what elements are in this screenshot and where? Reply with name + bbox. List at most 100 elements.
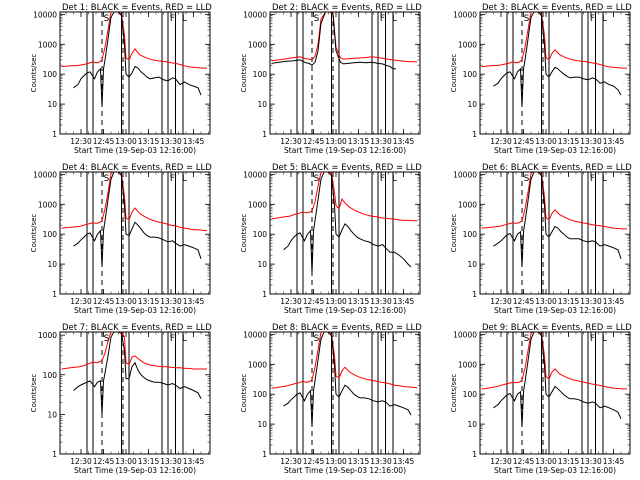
- y-tick-label: 10: [257, 420, 267, 429]
- x-tick-label: 13:45: [603, 137, 625, 146]
- y-tick-label: 10: [467, 260, 477, 269]
- phase-label: S: [104, 174, 110, 184]
- y-axis-label: Counts/sec: [450, 214, 458, 253]
- x-tick-label: 13:30: [580, 457, 602, 466]
- lld-series-line: [61, 172, 208, 232]
- y-tick-label: 1: [52, 450, 57, 459]
- y-tick-label: 10: [467, 100, 477, 109]
- y-tick-label: 100: [253, 70, 268, 79]
- x-tick-label: 13:00: [325, 457, 347, 466]
- x-axis-label: Start Time (19-Sep-03 12:16:00): [284, 306, 406, 315]
- events-series-line: [493, 12, 622, 108]
- x-tick-label: 13:45: [183, 137, 205, 146]
- x-tick-label: 13:45: [393, 457, 415, 466]
- lld-series-line: [271, 332, 418, 389]
- detector-panel-3: Det 3: BLACK = Events, RED = LLD 1 10 100 10…: [450, 3, 632, 155]
- phase-label: S: [314, 14, 320, 24]
- y-tick-label: 10: [257, 100, 267, 109]
- plot-frame: [269, 331, 421, 455]
- y-tick-label: 10: [467, 420, 477, 429]
- phase-label: L: [602, 14, 607, 24]
- y-tick-label: 1000: [38, 40, 57, 49]
- phase-label: F: [170, 14, 175, 24]
- phase-label: S: [104, 334, 110, 344]
- panel-title: Det 2: BLACK = Events, RED = LLD: [272, 3, 422, 13]
- y-tick-label: 1: [472, 290, 477, 299]
- phase-label: F: [590, 14, 595, 24]
- events-series-line: [73, 172, 202, 268]
- x-tick-label: 12:45: [513, 297, 535, 306]
- x-tick-label: 13:00: [325, 297, 347, 306]
- y-tick-label: 10: [47, 260, 57, 269]
- lld-series-line: [481, 332, 627, 390]
- y-tick-label: 1: [472, 130, 477, 139]
- phase-label: S: [524, 334, 530, 344]
- y-axis-label: Counts/sec: [240, 374, 248, 413]
- phase-label: F: [170, 334, 175, 344]
- phase-label: S: [314, 334, 320, 344]
- x-axis-label: Start Time (19-Sep-03 12:16:00): [74, 466, 196, 475]
- y-tick-label: 10: [47, 100, 57, 109]
- x-axis-label: Start Time (19-Sep-03 12:16:00): [284, 146, 406, 155]
- y-axis-label: Counts/sec: [30, 54, 38, 93]
- x-tick-label: 13:00: [325, 137, 347, 146]
- detector-panel-7: Det 7: BLACK = Events, RED = LLD 1 10 100 10…: [30, 323, 212, 475]
- x-tick-label: 13:00: [115, 457, 137, 466]
- y-tick-label: 10000: [33, 10, 57, 19]
- x-tick-label: 12:30: [280, 297, 302, 306]
- x-tick-label: 13:30: [160, 297, 182, 306]
- events-series-line: [283, 332, 412, 428]
- y-axis-label: Counts/sec: [450, 54, 458, 93]
- plot-frame: [59, 171, 211, 295]
- x-tick-label: 12:45: [93, 297, 115, 306]
- x-tick-label: 13:00: [115, 297, 137, 306]
- x-tick-label: 13:30: [580, 137, 602, 146]
- phase-label: F: [590, 334, 595, 344]
- y-tick-label: 1: [262, 130, 267, 139]
- y-tick-label: 10000: [453, 10, 477, 19]
- y-tick-label: 1000: [38, 200, 57, 209]
- x-tick-label: 12:45: [303, 137, 325, 146]
- y-tick-label: 10000: [243, 330, 267, 339]
- y-tick-label: 1000: [458, 40, 477, 49]
- plot-frame: [479, 11, 631, 135]
- x-tick-label: 13:15: [138, 457, 160, 466]
- y-tick-label: 10: [47, 410, 57, 419]
- events-series-line: [73, 12, 202, 108]
- x-tick-label: 13:45: [393, 297, 415, 306]
- y-tick-label: 1000: [248, 40, 267, 49]
- phase-label: L: [602, 174, 607, 184]
- x-tick-label: 12:30: [280, 137, 302, 146]
- x-axis-label: Start Time (19-Sep-03 12:16:00): [284, 466, 406, 475]
- lld-series-line: [271, 172, 418, 222]
- plot-frame: [269, 11, 421, 135]
- lld-series-line: [481, 12, 627, 69]
- y-axis-label: Counts/sec: [450, 374, 458, 413]
- y-tick-label: 100: [463, 230, 478, 239]
- y-tick-label: 100: [253, 390, 268, 399]
- x-tick-label: 12:30: [490, 457, 512, 466]
- panel-title: Det 4: BLACK = Events, RED = LLD: [62, 163, 212, 173]
- plot-frame: [59, 331, 211, 455]
- y-tick-label: 10000: [243, 10, 267, 19]
- plot-frame: [479, 171, 631, 295]
- events-series-line: [73, 332, 202, 415]
- x-tick-label: 13:15: [348, 457, 370, 466]
- lld-series-line: [61, 12, 207, 69]
- x-tick-label: 13:15: [348, 137, 370, 146]
- y-tick-label: 100: [463, 390, 478, 399]
- lld-series-line: [271, 12, 417, 63]
- events-series-line: [493, 172, 622, 268]
- x-tick-label: 13:15: [558, 137, 580, 146]
- x-tick-label: 12:30: [70, 137, 92, 146]
- x-axis-label: Start Time (19-Sep-03 12:16:00): [494, 146, 616, 155]
- phase-label: S: [314, 174, 320, 184]
- y-axis-label: Counts/sec: [240, 214, 248, 253]
- x-tick-label: 13:15: [558, 457, 580, 466]
- y-tick-label: 1: [472, 450, 477, 459]
- phase-label: L: [392, 174, 397, 184]
- phase-label: L: [392, 334, 397, 344]
- x-tick-label: 13:30: [370, 457, 392, 466]
- x-tick-label: 13:30: [160, 457, 182, 466]
- y-axis-label: Counts/sec: [240, 54, 248, 93]
